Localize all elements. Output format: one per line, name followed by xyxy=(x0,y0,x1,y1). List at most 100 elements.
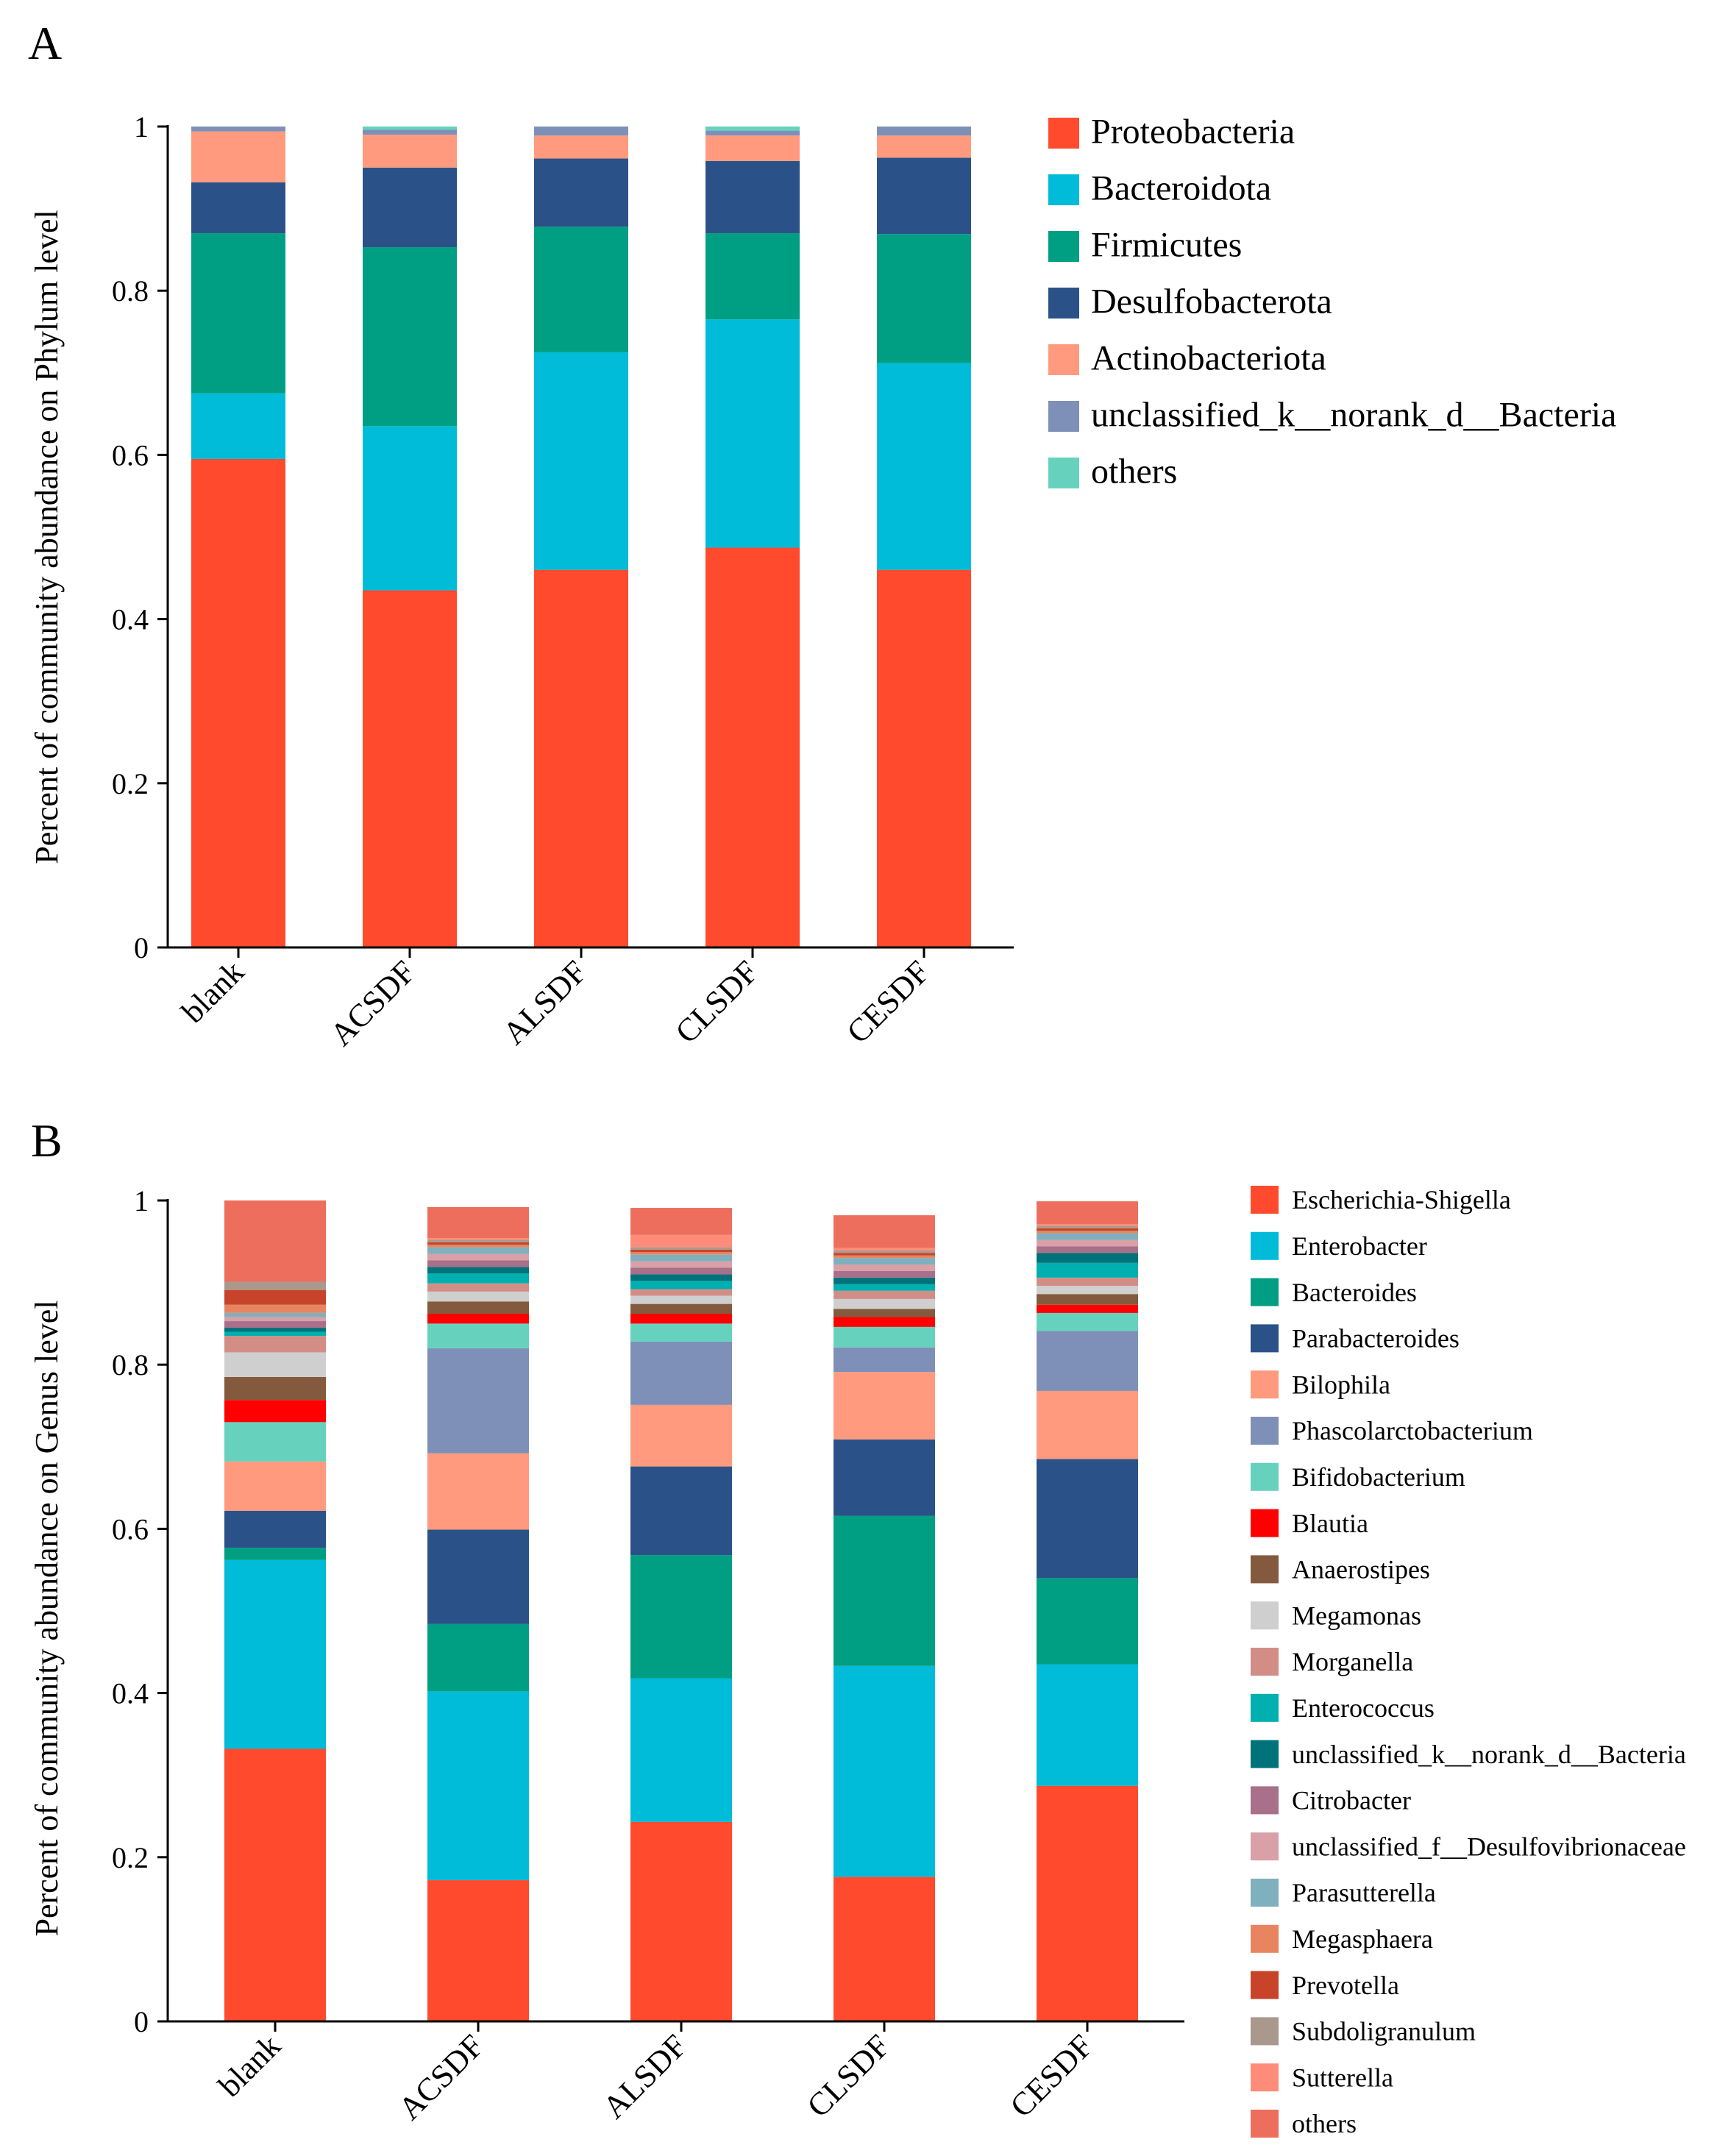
bar-segment-alsdf-12 xyxy=(630,1274,732,1281)
y-tick-label: 0.2 xyxy=(112,767,149,800)
legend-label: Anaerostipes xyxy=(1292,1555,1430,1584)
bar-segment-clsdf-6 xyxy=(705,127,800,131)
bar-segment-cesdf-14 xyxy=(1037,1239,1138,1247)
bar-segment-clsdf-6 xyxy=(833,1326,935,1348)
bar-segment-acsdf-9 xyxy=(427,1291,529,1302)
y-axis-title: Percent of community abundance on Genus … xyxy=(29,1300,65,1936)
legend-swatch xyxy=(1251,1324,1279,1353)
legend-swatch xyxy=(1251,2063,1279,2092)
bar-segment-acsdf-12 xyxy=(427,1267,529,1274)
x-tick-label: CLSDF xyxy=(669,953,765,1050)
bar-segment-acsdf-2 xyxy=(427,1623,529,1692)
bar-segment-blank-8 xyxy=(224,1376,326,1401)
legend-swatch xyxy=(1251,1786,1279,1815)
legend-swatch xyxy=(1251,1879,1279,1907)
legend-swatch xyxy=(1251,1648,1279,1676)
bar-segment-blank-11 xyxy=(224,1331,326,1337)
bar-segment-cesdf-10 xyxy=(1037,1277,1138,1287)
y-tick-label: 0.2 xyxy=(112,1841,149,1874)
y-tick-label: 0.4 xyxy=(112,1677,149,1710)
x-tick-label: blank xyxy=(211,2027,288,2104)
legend-swatch xyxy=(1251,1740,1279,1768)
bar-segment-alsdf-2 xyxy=(534,227,628,352)
legend-label: Actinobacteriota xyxy=(1091,338,1326,377)
legend-swatch xyxy=(1048,118,1079,149)
legend-label: Morganella xyxy=(1292,1647,1413,1676)
legend-swatch xyxy=(1251,1832,1279,1861)
bar-segment-alsdf-19 xyxy=(630,1234,732,1248)
x-tick-label: ACSDF xyxy=(323,953,422,1053)
bar-segment-acsdf-6 xyxy=(427,1323,529,1348)
y-tick-label: 0.6 xyxy=(112,438,149,472)
bar-segment-alsdf-0 xyxy=(534,569,628,947)
bar-segment-blank-13 xyxy=(224,1321,326,1328)
bar-segment-blank-1 xyxy=(224,1559,326,1749)
legend-label: Phascolarctobacterium xyxy=(1292,1416,1533,1445)
bar-segment-clsdf-3 xyxy=(705,160,800,234)
bar-segment-alsdf-5 xyxy=(534,127,628,136)
legend-swatch xyxy=(1048,231,1079,262)
bar-segment-blank-5 xyxy=(191,127,285,132)
y-axis-title: Percent of community abundance on Phylum… xyxy=(29,210,65,864)
bar-segment-acsdf-18 xyxy=(427,1239,529,1242)
bar-segment-clsdf-19 xyxy=(833,1248,935,1251)
bar-segment-clsdf-12 xyxy=(833,1277,935,1284)
bar-segment-acsdf-2 xyxy=(363,247,457,427)
bar-segment-blank-10 xyxy=(224,1336,326,1353)
legend-label: Bifidobacterium xyxy=(1292,1462,1465,1492)
bar-segment-acsdf-3 xyxy=(427,1529,529,1624)
bar-segment-acsdf-1 xyxy=(363,426,457,591)
panel-a-letter: A xyxy=(28,17,62,69)
bar-segment-clsdf-16 xyxy=(833,1255,935,1259)
bar-segment-cesdf-9 xyxy=(1037,1286,1138,1295)
legend-label: unclassified_f__Desulfovibrionaceae xyxy=(1292,1832,1686,1861)
bar-segment-alsdf-1 xyxy=(630,1678,732,1822)
legend-swatch xyxy=(1251,2110,1279,2138)
bar-segment-blank-12 xyxy=(224,1327,326,1332)
bar-segment-blank-15 xyxy=(224,1312,326,1317)
bar-segment-clsdf-2 xyxy=(705,233,800,320)
bar-segment-blank-4 xyxy=(191,131,285,182)
bar-segment-alsdf-3 xyxy=(630,1466,732,1556)
bar-segment-clsdf-10 xyxy=(833,1290,935,1299)
bar-segment-alsdf-18 xyxy=(630,1247,732,1250)
bar-segment-acsdf-7 xyxy=(427,1314,529,1324)
y-tick-label: 0 xyxy=(134,931,149,964)
y-tick-label: 0.6 xyxy=(112,1512,149,1545)
bar-segment-clsdf-1 xyxy=(833,1665,935,1877)
bar-segment-alsdf-8 xyxy=(630,1303,732,1314)
bar-segment-acsdf-10 xyxy=(427,1283,529,1292)
bar-segment-blank-18 xyxy=(224,1281,326,1290)
bar-segment-alsdf-11 xyxy=(630,1281,732,1289)
bar-segment-cesdf-13 xyxy=(1037,1246,1138,1253)
bar-segment-clsdf-20 xyxy=(833,1215,935,1248)
bar-segment-alsdf-14 xyxy=(630,1261,732,1268)
bar-segment-cesdf-4 xyxy=(1037,1390,1138,1459)
x-tick-label: CESDF xyxy=(840,953,936,1050)
bar-segment-acsdf-15 xyxy=(427,1247,529,1254)
bar-segment-blank-4 xyxy=(224,1461,326,1511)
legend-swatch xyxy=(1251,1601,1279,1630)
legend-label: Sutterella xyxy=(1292,2063,1393,2092)
legend-swatch xyxy=(1251,1462,1279,1491)
bar-segment-acsdf-17 xyxy=(427,1242,529,1245)
bar-segment-cesdf-1 xyxy=(1037,1664,1138,1786)
y-tick-label: 0 xyxy=(134,2005,149,2038)
y-tick-label: 1 xyxy=(134,1184,149,1217)
legend-label: Bacteroidota xyxy=(1091,168,1271,207)
bar-segment-alsdf-2 xyxy=(630,1555,732,1679)
bar-segment-alsdf-4 xyxy=(630,1404,732,1467)
legend-label: Bilophila xyxy=(1292,1370,1390,1399)
bar-segment-alsdf-0 xyxy=(630,1821,732,2021)
bar-segment-clsdf-5 xyxy=(705,130,800,136)
bar-segment-clsdf-0 xyxy=(833,1876,935,2021)
bar-segment-acsdf-6 xyxy=(363,127,457,130)
bar-segment-clsdf-13 xyxy=(833,1270,935,1278)
bar-segment-clsdf-11 xyxy=(833,1284,935,1291)
legend-label: Prevotella xyxy=(1292,1971,1399,2000)
bar-segment-blank-3 xyxy=(224,1510,326,1548)
bar-segment-alsdf-6 xyxy=(630,1323,732,1342)
bar-segment-cesdf-3 xyxy=(877,157,971,235)
bar-segment-blank-17 xyxy=(224,1289,326,1305)
